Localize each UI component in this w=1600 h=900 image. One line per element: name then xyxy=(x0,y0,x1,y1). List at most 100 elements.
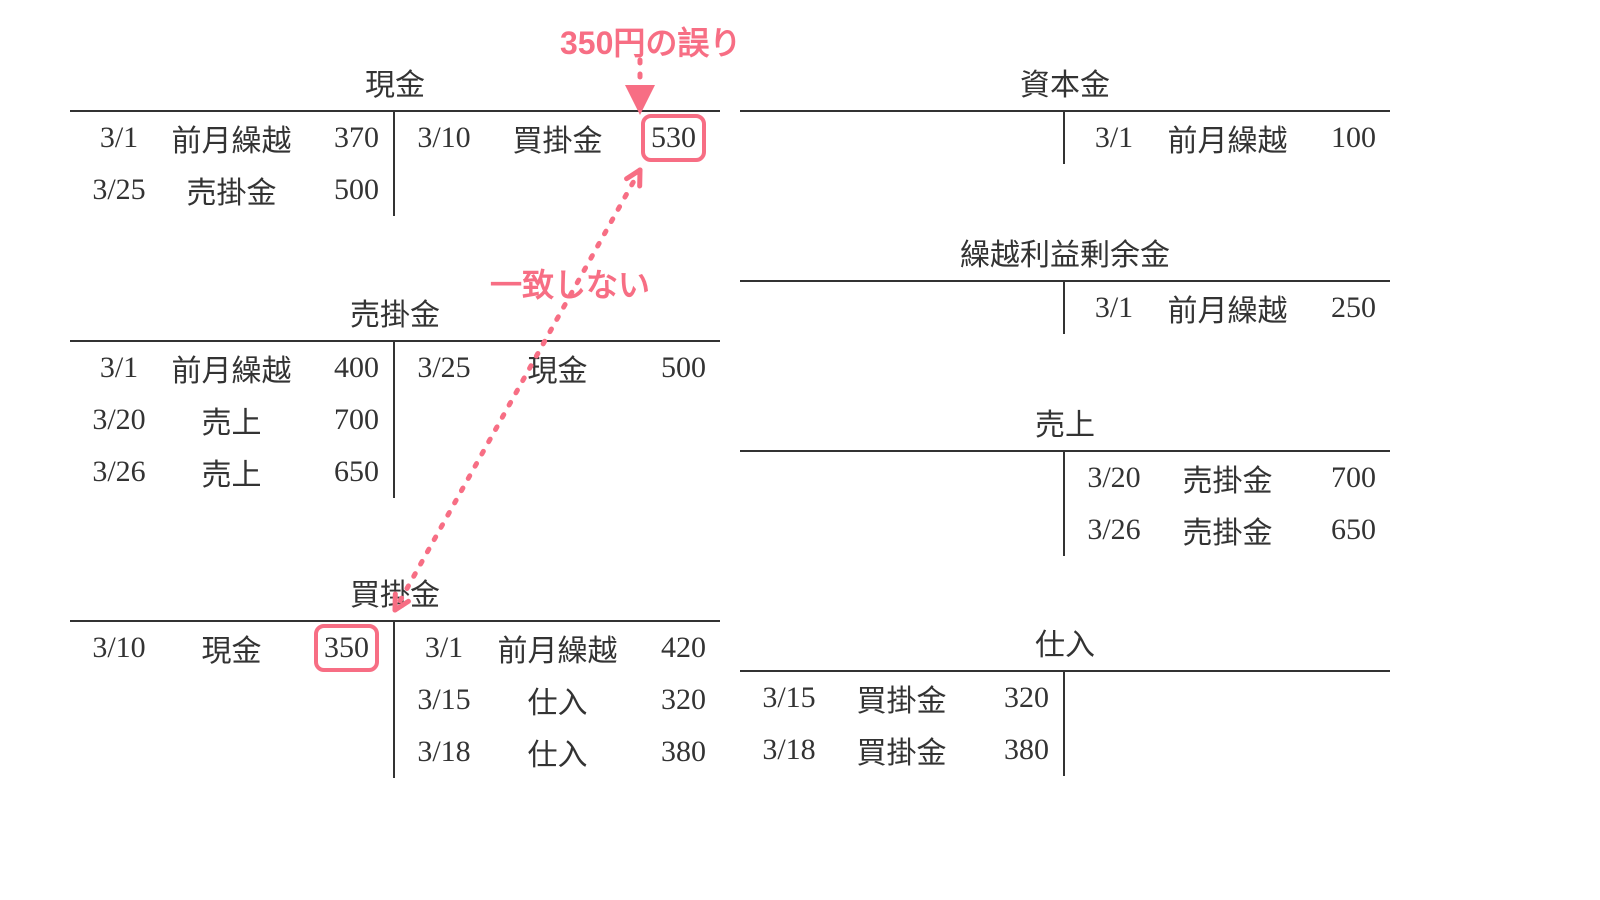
entry-amount: 650 xyxy=(1300,513,1390,547)
ledger-row: 3/1前月繰越400 xyxy=(70,342,393,394)
ledger-row: 3/18買掛金380 xyxy=(740,724,1063,776)
ledger-body: 3/1前月繰越100 xyxy=(740,110,1390,164)
entry-date: 3/18 xyxy=(740,733,830,767)
ledger-title: 現金 xyxy=(70,60,720,110)
ledger-title: 資本金 xyxy=(740,60,1390,110)
annotation-error-label: 350円の誤り xyxy=(560,18,741,64)
highlighted-amount: 350 xyxy=(314,624,379,672)
entry-description: 前月繰越 xyxy=(160,346,303,390)
ledger-row: 3/15仕入320 xyxy=(395,674,720,726)
debit-side: 3/15買掛金3203/18買掛金380 xyxy=(740,672,1065,776)
ledger-body: 3/20売掛金7003/26売掛金650 xyxy=(740,450,1390,556)
entry-description: 前月繰越 xyxy=(160,116,303,160)
ledger-row: 3/26売掛金650 xyxy=(1065,504,1390,556)
ledger-row: 3/1前月繰越420 xyxy=(395,622,720,674)
entry-date: 3/15 xyxy=(740,681,830,715)
entry-date: 3/1 xyxy=(1065,121,1155,155)
entry-date: 3/20 xyxy=(1065,461,1155,495)
debit-side xyxy=(740,112,1065,164)
entry-amount: 400 xyxy=(303,351,393,385)
ledger-sales: 売上3/20売掛金7003/26売掛金650 xyxy=(740,400,1390,556)
entry-amount: 500 xyxy=(630,351,720,385)
ledger-body: 3/10現金3503/1前月繰越4203/15仕入3203/18仕入380 xyxy=(70,620,720,778)
entry-description: 前月繰越 xyxy=(485,626,630,670)
ledger-row-empty xyxy=(1065,724,1390,776)
debit-side: 3/1前月繰越4003/20売上7003/26売上650 xyxy=(70,342,395,498)
ledger-row: 3/15買掛金320 xyxy=(740,672,1063,724)
entry-amount: 650 xyxy=(303,455,393,489)
entry-date: 3/26 xyxy=(70,455,160,489)
ledger-row: 3/26売上650 xyxy=(70,446,393,498)
entry-amount: 250 xyxy=(1300,291,1390,325)
credit-side: 3/25現金500 xyxy=(395,342,720,498)
ledger-body: 3/15買掛金3203/18買掛金380 xyxy=(740,670,1390,776)
ledger-row: 3/25売掛金500 xyxy=(70,164,393,216)
debit-side: 3/10現金350 xyxy=(70,622,395,778)
credit-side: 3/1前月繰越250 xyxy=(1065,282,1390,334)
ledger-row-empty xyxy=(395,446,720,498)
entry-description: 買掛金 xyxy=(830,676,973,720)
ledger-row-empty xyxy=(1065,672,1390,724)
entry-description: 売掛金 xyxy=(160,168,303,212)
ledger-row-empty xyxy=(740,452,1063,504)
entry-amount: 420 xyxy=(630,631,720,665)
entry-description: 売掛金 xyxy=(1155,508,1300,552)
entry-date: 3/18 xyxy=(395,735,485,769)
ledger-ar: 売掛金3/1前月繰越4003/20売上7003/26売上6503/25現金500 xyxy=(70,290,720,498)
ledger-row: 3/1前月繰越100 xyxy=(1065,112,1390,164)
debit-side: 3/1前月繰越3703/25売掛金500 xyxy=(70,112,395,216)
entry-amount: 350 xyxy=(303,624,393,672)
entry-amount: 380 xyxy=(973,733,1063,767)
credit-side: 3/10買掛金530 xyxy=(395,112,720,216)
entry-date: 3/10 xyxy=(70,631,160,665)
debit-side xyxy=(740,282,1065,334)
ledger-row-empty xyxy=(395,394,720,446)
entry-description: 売上 xyxy=(160,450,303,494)
entry-description: 売上 xyxy=(160,398,303,442)
ledger-row-empty xyxy=(740,282,1063,334)
credit-side xyxy=(1065,672,1390,776)
entry-description: 前月繰越 xyxy=(1155,116,1300,160)
ledger-row-empty xyxy=(740,504,1063,556)
entry-date: 3/20 xyxy=(70,403,160,437)
entry-description: 現金 xyxy=(485,346,630,390)
ledger-row: 3/20売掛金700 xyxy=(1065,452,1390,504)
entry-description: 仕入 xyxy=(485,678,630,722)
debit-side xyxy=(740,452,1065,556)
ledger-title: 売上 xyxy=(740,400,1390,450)
ledger-capital: 資本金3/1前月繰越100 xyxy=(740,60,1390,164)
ledger-retained: 繰越利益剰余金3/1前月繰越250 xyxy=(740,230,1390,334)
ledger-row: 3/10買掛金530 xyxy=(395,112,720,164)
ledger-title: 仕入 xyxy=(740,620,1390,670)
entry-amount: 370 xyxy=(303,121,393,155)
entry-description: 仕入 xyxy=(485,730,630,774)
ledger-cash: 現金3/1前月繰越3703/25売掛金5003/10買掛金530 xyxy=(70,60,720,216)
ledger-row-empty xyxy=(395,164,720,216)
entry-description: 現金 xyxy=(160,626,303,670)
ledger-row-empty xyxy=(70,726,393,778)
entry-date: 3/15 xyxy=(395,683,485,717)
entry-date: 3/1 xyxy=(395,631,485,665)
entry-date: 3/1 xyxy=(70,351,160,385)
ledger-row: 3/1前月繰越370 xyxy=(70,112,393,164)
entry-date: 3/25 xyxy=(70,173,160,207)
ledger-title: 買掛金 xyxy=(70,570,720,620)
entry-date: 3/25 xyxy=(395,351,485,385)
entry-date: 3/1 xyxy=(1065,291,1155,325)
entry-description: 売掛金 xyxy=(1155,456,1300,500)
entry-amount: 700 xyxy=(303,403,393,437)
entry-date: 3/26 xyxy=(1065,513,1155,547)
entry-amount: 500 xyxy=(303,173,393,207)
entry-description: 買掛金 xyxy=(485,116,630,160)
annotation-mismatch-label: 一致しない xyxy=(490,260,650,306)
entry-date: 3/10 xyxy=(395,121,485,155)
ledger-purchases: 仕入3/15買掛金3203/18買掛金380 xyxy=(740,620,1390,776)
ledger-row: 3/18仕入380 xyxy=(395,726,720,778)
ledger-ap: 買掛金3/10現金3503/1前月繰越4203/15仕入3203/18仕入380 xyxy=(70,570,720,778)
ledger-row: 3/25現金500 xyxy=(395,342,720,394)
ledger-row: 3/20売上700 xyxy=(70,394,393,446)
entry-amount: 100 xyxy=(1300,121,1390,155)
entry-date: 3/1 xyxy=(70,121,160,155)
entry-amount: 380 xyxy=(630,735,720,769)
ledger-title: 繰越利益剰余金 xyxy=(740,230,1390,280)
